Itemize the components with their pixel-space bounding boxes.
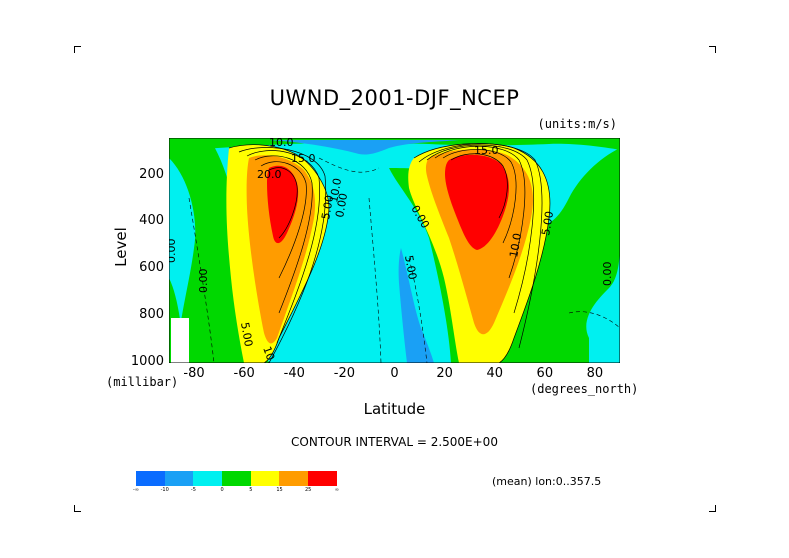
colorbar-labels: -∞ -10 -5 0 5 15 25 ∞ [133, 487, 339, 495]
colorbar-label: -10 [160, 487, 169, 493]
region-orange-left-jet [246, 155, 316, 344]
x-tick-label: -40 [283, 366, 305, 381]
contour-label: 0.00 [197, 269, 210, 294]
units-label: (units:m/s) [537, 117, 617, 131]
colorbar-label: 0 [220, 487, 224, 493]
crop-mark-top-right [709, 46, 716, 53]
colorbar-label: -∞ [133, 487, 139, 493]
missing-data-patch [171, 318, 189, 363]
contour-label: 5.00 [539, 210, 556, 236]
colorbar-label: -5 [190, 487, 196, 493]
contour-interval-text: CONTOUR INTERVAL = 2.500E+00 [291, 435, 498, 449]
x-tick-label: -20 [333, 366, 355, 381]
contour-label: 0.00 [601, 262, 614, 287]
x-tick-label: 80 [586, 366, 604, 381]
colorbar-swatch [250, 471, 280, 486]
contour-label: 15.0 [474, 144, 499, 157]
contour-label: 10.0 [327, 177, 344, 203]
x-tick-label: -60 [233, 366, 255, 381]
colorbar-swatch [164, 471, 194, 486]
contour-label: 5.00 [402, 254, 419, 280]
colorbar-label: 25 [305, 487, 312, 493]
x-tick-label: 40 [486, 366, 503, 381]
crop-mark-top-left [74, 46, 81, 53]
region-blue-top [269, 140, 459, 155]
colorbar [136, 471, 337, 486]
colorbar-swatch [279, 471, 309, 486]
region-red-left-jet [267, 165, 299, 244]
x-tick-label: 20 [436, 366, 453, 381]
contour-plot: 10.0 15.0 20.0 5.00 10.0 0.00 0.00 5.00 … [169, 138, 620, 363]
x-tick-label: -80 [183, 366, 205, 381]
region-red-right-jet [445, 154, 509, 250]
contour-label: 10.0 [507, 232, 524, 258]
contour-label: 0.00 [169, 239, 178, 264]
crop-mark-bottom-right [709, 505, 716, 512]
y-tick-label: 200 [139, 166, 164, 182]
colorbar-swatch [308, 471, 337, 486]
crop-mark-bottom-left [74, 505, 81, 512]
contour-label: 5.00 [238, 321, 255, 347]
x-axis-unit: (degrees_north) [530, 382, 639, 396]
contour-label: 15.0 [291, 152, 316, 165]
colorbar-label: ∞ [334, 487, 339, 493]
colorbar-label: 5 [249, 487, 253, 493]
colorbar-label: 15 [276, 487, 283, 493]
colorbar-swatch [222, 471, 251, 486]
region-blue-tropics [398, 248, 434, 363]
chart-title: UWND_2001-DJF_NCEP [269, 86, 520, 110]
x-tick-label: 0 [390, 366, 399, 381]
y-tick-label: 800 [139, 307, 164, 323]
contour-label: 20.0 [257, 168, 282, 181]
y-axis-label: Level [112, 227, 130, 267]
contour-label: 10.0 [269, 138, 294, 149]
mean-longitude-text: (mean) lon:0..357.5 [492, 475, 602, 488]
y-axis-unit: (millibar) [106, 375, 179, 389]
colorbar-swatch [193, 471, 223, 486]
y-tick-label: 400 [139, 213, 164, 229]
contour-label: 0.00 [333, 192, 350, 218]
contour-label: 5.00 [319, 194, 336, 220]
y-tick-label: 1000 [130, 354, 164, 369]
colorbar-swatch [136, 471, 165, 486]
x-axis-label: Latitude [363, 400, 426, 418]
y-tick-label: 600 [139, 260, 164, 276]
x-tick-label: 60 [536, 366, 554, 381]
